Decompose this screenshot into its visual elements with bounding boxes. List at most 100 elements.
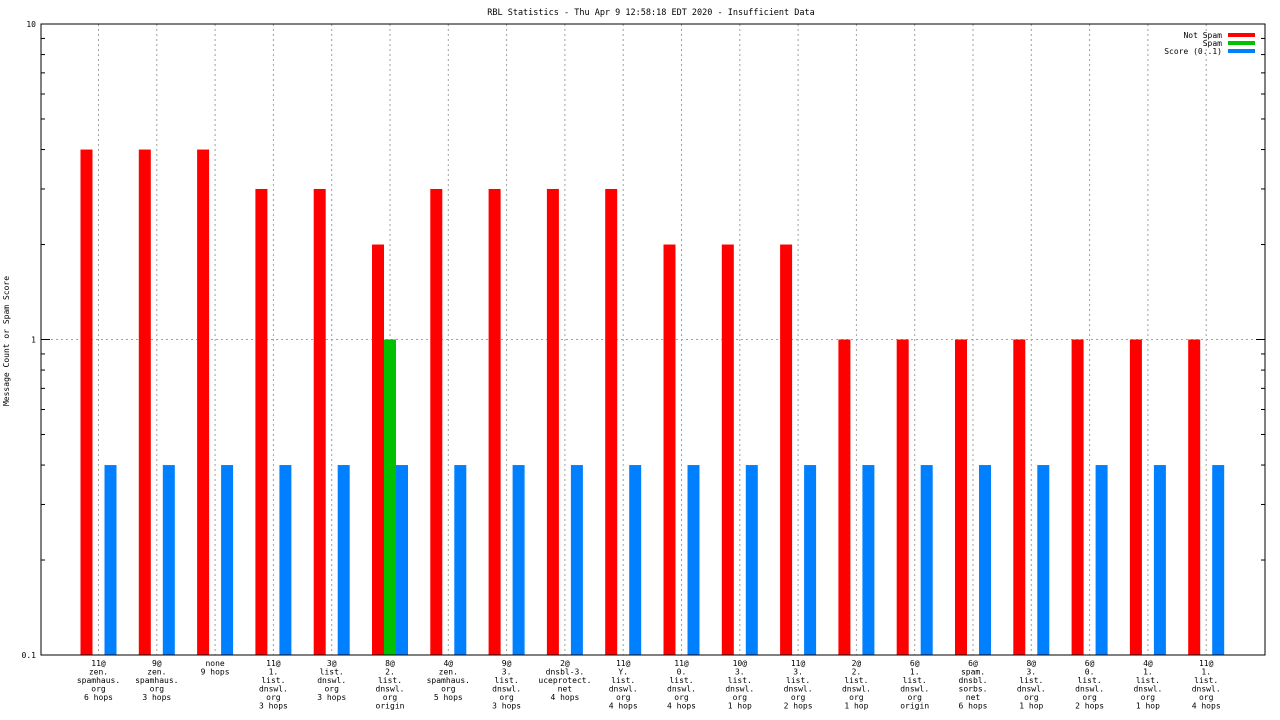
bars	[80, 149, 1225, 656]
x-tick-label-line: 3.	[793, 668, 803, 677]
bar-score	[512, 465, 525, 655]
x-tick-label-line: 1 hop	[728, 702, 752, 711]
x-tick-label-line: 6@	[1085, 659, 1095, 668]
bar-score	[804, 465, 817, 655]
x-tick-label-line: spamhaus.	[135, 676, 178, 685]
x-tick-label-line: list.	[669, 676, 693, 685]
x-tick-label-line: zen.	[89, 668, 108, 677]
x-tick-label-line: none	[205, 659, 224, 668]
x-tick-label: 2@ dnsbl-3. uceprotect. net 4 hops	[538, 659, 591, 702]
x-tick-label-line: net	[966, 693, 981, 702]
x-tick-label-line: 2@	[852, 659, 862, 668]
x-tick-label-line: 3 hops	[492, 702, 521, 711]
x-tick-label-line: list.	[1019, 676, 1043, 685]
x-tick-label-line: 3 hops	[142, 693, 171, 702]
x-tick-label-line: dnswl.	[1075, 685, 1104, 694]
bar-score	[162, 465, 175, 655]
x-tick-label-line: org	[733, 693, 748, 702]
bar-not-spam	[138, 149, 151, 655]
x-tick-label-line: org	[324, 685, 339, 694]
x-tick-label-line: 11@	[616, 659, 631, 668]
x-tick-label: 3@ list. dnswl. org 3 hops	[317, 659, 346, 702]
x-tick-label-line: 1.	[910, 668, 920, 677]
x-tick-label-line: 6@	[968, 659, 978, 668]
bar-score	[337, 465, 350, 655]
x-tick-label-line: org	[674, 693, 689, 702]
legend-swatch	[1228, 49, 1255, 53]
x-tick-label: none 9 hops	[201, 659, 230, 677]
x-tick-label-line: 1.	[269, 668, 279, 677]
x-tick-label-line: 11@	[91, 659, 106, 668]
x-tick-label-line: 3.	[735, 668, 745, 677]
x-tick-label-line: 2 hops	[784, 702, 813, 711]
x-tick-label: 11@ 1. list. dnswl. org 3 hops	[259, 659, 288, 711]
x-tick-label-line: 3@	[327, 659, 337, 668]
x-tick-label-line: dnsbl.	[959, 676, 988, 685]
x-tick-label: 9@ zen. spamhaus. org 3 hops	[135, 659, 178, 702]
x-tick-label-line: org	[1082, 693, 1097, 702]
x-tick-label: 11@ 3. list. dnswl. org 2 hops	[784, 659, 813, 711]
x-tick-label-line: 6 hops	[84, 693, 113, 702]
x-tick-label-line: org	[849, 693, 864, 702]
x-tick-label-line: list.	[1078, 676, 1102, 685]
x-tick-label-line: sorbs.	[959, 685, 988, 694]
y-tick-label: 0.1	[22, 651, 37, 660]
x-tick-label-line: list.	[1136, 676, 1160, 685]
bar-not-spam	[80, 149, 93, 655]
x-tick-label-line: dnswl.	[1017, 685, 1046, 694]
x-tick-label-line: 2.	[852, 668, 862, 677]
x-tick-label-line: org	[616, 693, 631, 702]
bar-not-spam	[372, 244, 384, 656]
x-tick-label-line: 8@	[385, 659, 395, 668]
bar-score	[104, 465, 117, 655]
x-tick-label-line: spam.	[961, 668, 985, 677]
bar-not-spam	[313, 188, 326, 655]
x-tick-label-line: 5 hops	[434, 693, 463, 702]
x-tick-label-line: list.	[1194, 676, 1218, 685]
x-tick-label-line: list.	[844, 676, 868, 685]
x-tick-label-line: 1 hop	[1136, 702, 1160, 711]
x-tick-label-line: list.	[786, 676, 810, 685]
x-tick-label: 8@ 3. list. dnswl. org 1 hop	[1017, 659, 1046, 711]
legend-label: Score (0..1)	[1164, 47, 1222, 56]
x-tick-label-line: org	[1141, 693, 1156, 702]
x-tick-label: 2@ 2. list. dnswl. org 1 hop	[842, 659, 871, 711]
x-tick-label: 11@ 0. list. dnswl. org 4 hops	[667, 659, 696, 711]
bar-score	[979, 465, 991, 655]
x-tick-label-line: 4@	[1143, 659, 1153, 668]
x-tick-label-line: origin	[900, 702, 929, 711]
x-tick-label-line: 10@	[733, 659, 748, 668]
x-tick-label-line: org	[266, 693, 281, 702]
bar-not-spam	[255, 188, 268, 655]
x-tick-label-line: list.	[261, 676, 285, 685]
x-tick-label-line: 3 hops	[317, 693, 346, 702]
x-tick-label-line: org	[383, 693, 398, 702]
bar-score	[454, 465, 467, 655]
x-tick-label-line: 9 hops	[201, 668, 230, 677]
bar-score	[1212, 465, 1225, 655]
bar-not-spam	[955, 339, 967, 655]
x-tick-label-line: org	[1024, 693, 1039, 702]
x-tick-label-line: dnswl.	[784, 685, 813, 694]
x-tick-label-line: dnswl.	[667, 685, 696, 694]
bar-score	[1095, 465, 1108, 655]
x-tick-label-line: 0.	[1085, 668, 1095, 677]
x-tick-label-line: dnswl.	[609, 685, 638, 694]
bar-not-spam	[896, 339, 909, 655]
x-tick-label: 9@ 3. list. dnswl. org 3 hops	[492, 659, 521, 711]
x-tick-label-line: 4@	[443, 659, 453, 668]
x-tick-label-line: 1.	[1201, 668, 1211, 677]
x-tick-label-line: 6 hops	[959, 702, 988, 711]
legend-swatch	[1228, 41, 1255, 45]
x-tick-label-line: 3.	[1026, 668, 1036, 677]
bar-not-spam	[1071, 339, 1084, 655]
bar-not-spam	[488, 188, 501, 655]
bar-not-spam	[546, 188, 559, 655]
x-tick-label: 6@ 0. list. dnswl. org 2 hops	[1075, 659, 1104, 711]
legend-label: Not Spam	[1183, 31, 1222, 40]
bar-score	[1153, 465, 1166, 655]
bar-not-spam	[780, 244, 793, 656]
bar-score	[687, 465, 700, 655]
x-tick-label-line: dnswl.	[725, 685, 754, 694]
